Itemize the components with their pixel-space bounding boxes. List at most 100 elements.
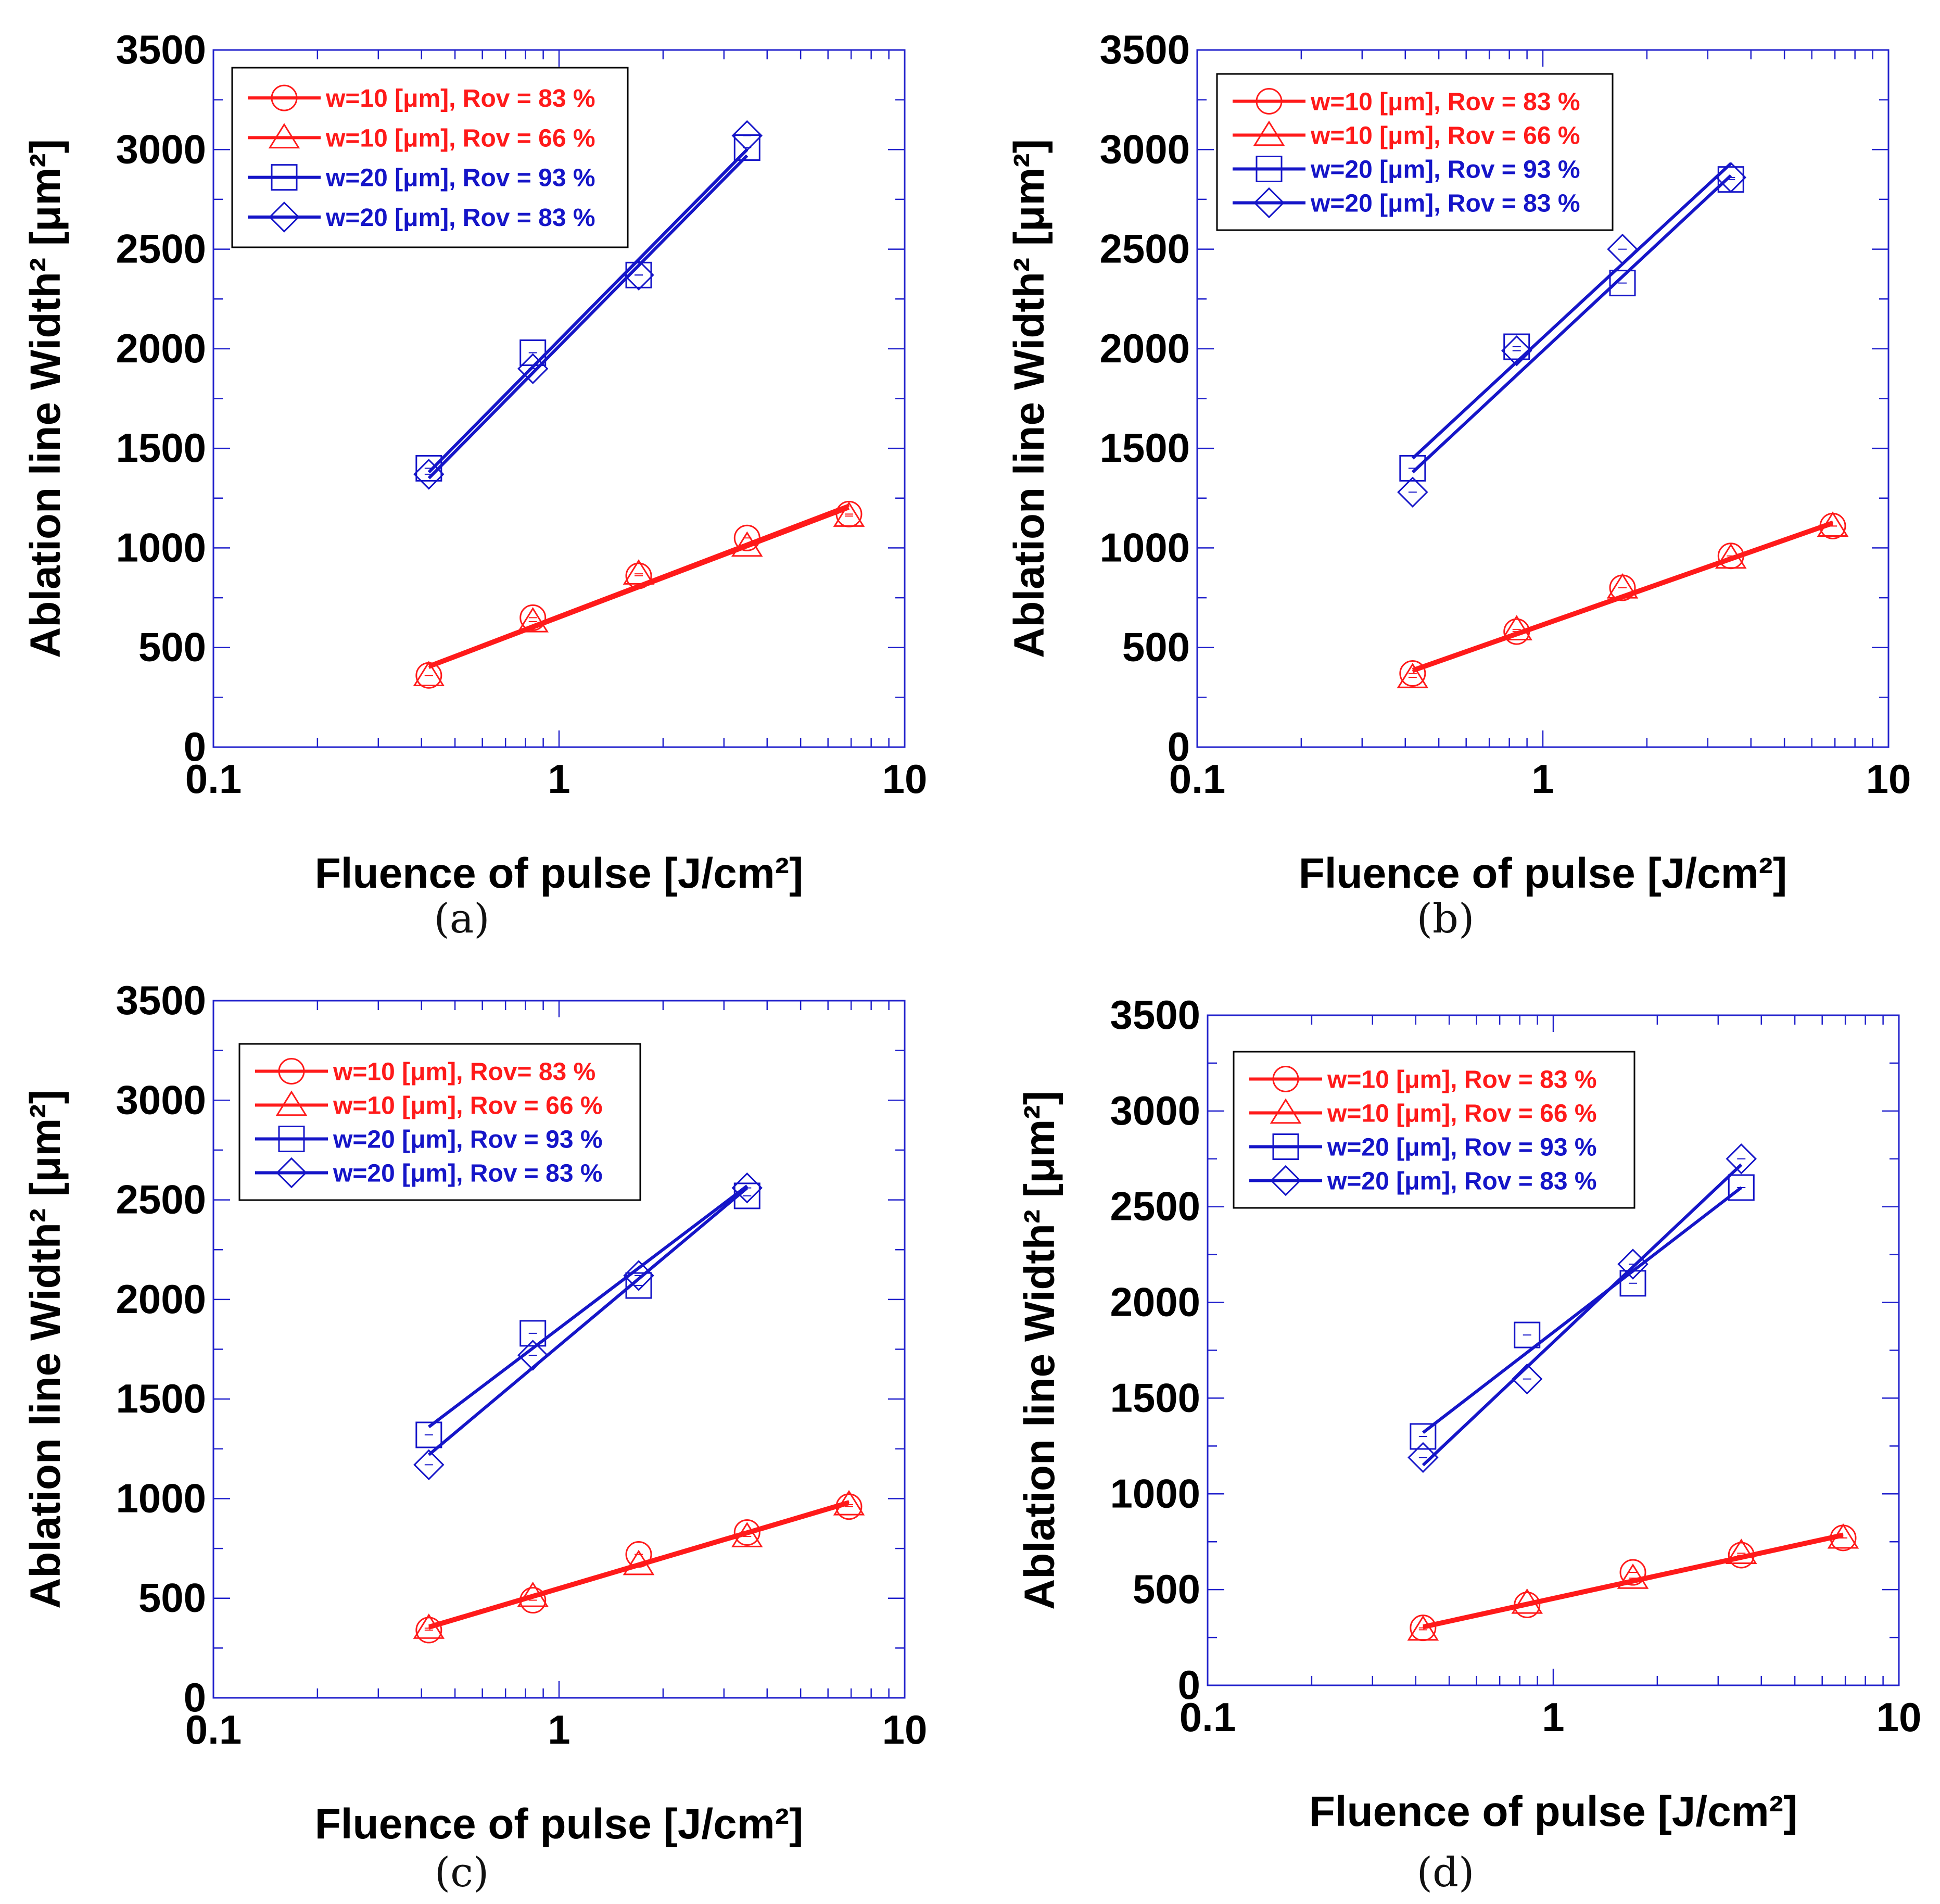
data-point-diamond: [623, 259, 654, 291]
data-point-triangle: [413, 1613, 445, 1639]
data-point-triangle: [623, 559, 655, 585]
y-tick-label: 3000: [1099, 126, 1190, 172]
data-point-diamond: [1501, 335, 1532, 367]
legend-label: w=10 [μm], Rov = 66 %: [325, 124, 595, 152]
y-tick-label: 3500: [1099, 27, 1190, 72]
legend-marker-circle: [1256, 88, 1283, 115]
axis-ticks: [212, 1000, 905, 1699]
data-point-diamond: [1397, 476, 1428, 508]
data-point-circle: [733, 1519, 760, 1546]
caption-a: (a): [434, 896, 490, 942]
y-tick-label: 2000: [116, 1276, 206, 1322]
y-tick-label: 3500: [116, 977, 206, 1023]
data-point-diamond: [1607, 233, 1638, 265]
y-axis-label: Ablation line Width² [μm²]: [1016, 1091, 1063, 1610]
series-diamond: [1397, 162, 1746, 508]
x-tick-label: 10: [882, 1707, 928, 1752]
y-tick-label: 2500: [1099, 226, 1190, 272]
data-point-diamond: [731, 120, 763, 152]
y-tick-label: 3500: [116, 27, 206, 72]
legend-marker-triangle: [1253, 120, 1285, 146]
legend-label: w=10 [μm], Rov = 83 %: [325, 85, 595, 112]
data-point-diamond: [1715, 162, 1746, 193]
data-point-square: [1399, 455, 1426, 482]
y-tick-label: 500: [1133, 1566, 1200, 1612]
data-point-diamond: [731, 1172, 763, 1204]
y-tick-label: 1500: [116, 425, 206, 471]
fit-line: [427, 148, 749, 474]
legend-label: w=10 [μm], Rov = 66 %: [1310, 122, 1580, 150]
data-point-triangle: [1827, 1523, 1859, 1549]
legend-marker-square: [1272, 1133, 1299, 1160]
data-point-triangle: [731, 531, 763, 557]
series-triangle: [1407, 1523, 1859, 1641]
legend-label: w=10 [μm], Rov = 83 %: [1310, 89, 1580, 116]
legend-marker-circle: [278, 1058, 305, 1085]
series-triangle: [1397, 511, 1849, 688]
data-point-square: [415, 1421, 442, 1448]
x-tick-label: 10: [882, 756, 928, 802]
data-point-square: [733, 134, 760, 161]
axis-ticks: [212, 49, 905, 748]
data-point-square: [519, 339, 547, 367]
caption-c: (c): [434, 1849, 489, 1896]
legend-label: w=10 [μm], Rov = 66 %: [333, 1092, 603, 1120]
data-point-triangle: [1725, 1539, 1757, 1564]
y-tick-label: 1500: [116, 1376, 206, 1421]
data-point-circle: [1399, 660, 1426, 687]
legend-label: w=20 [μm], Rov = 83 %: [1327, 1168, 1597, 1195]
fit-line: [1423, 1532, 1844, 1628]
fit-line: [428, 1184, 749, 1429]
legend-label: w=20 [μm], Rov = 83 %: [1310, 190, 1580, 218]
data-point-circle: [1619, 1559, 1646, 1586]
legend-marker-square: [278, 1126, 305, 1152]
legend-marker-triangle: [275, 1090, 308, 1116]
legend-marker-diamond: [276, 1157, 307, 1189]
fit-line: [428, 503, 850, 667]
legend-marker-diamond: [269, 201, 300, 233]
legend-label: w=20 [μm], Rov = 93 %: [1310, 156, 1580, 184]
y-tick-label: 3000: [1110, 1088, 1200, 1133]
legend-marker-square: [271, 164, 298, 191]
legend-label: w=20 [μm], Rov = 93 %: [333, 1126, 603, 1154]
y-tick-label: 0: [1168, 724, 1190, 770]
y-tick-label: 500: [138, 624, 206, 670]
legend-marker-triangle: [1270, 1098, 1302, 1124]
y-tick-label: 1000: [1099, 524, 1190, 570]
y-tick-label: 1000: [1110, 1470, 1200, 1516]
data-point-triangle: [833, 1490, 865, 1516]
data-point-circle: [625, 1541, 652, 1568]
y-tick-label: 3500: [1110, 992, 1200, 1038]
data-point-triangle: [517, 1581, 549, 1607]
legend: w=10 [μm], Rov = 83 % w=10 [μm], Rov = 66…: [1216, 73, 1614, 231]
data-point-circle: [519, 604, 547, 631]
data-point-square: [1410, 1423, 1437, 1450]
data-point-square: [1503, 333, 1530, 360]
data-point-diamond: [413, 1449, 445, 1481]
y-tick-label: 0: [1178, 1662, 1200, 1708]
x-tick-label: 1: [548, 756, 570, 802]
y-tick-label: 2000: [1110, 1279, 1200, 1325]
series-square: [1410, 1174, 1755, 1450]
series-square: [415, 134, 760, 482]
legend-label: w=20 [μm], Rov = 83 %: [325, 204, 595, 232]
series-triangle: [413, 1490, 865, 1639]
y-tick-label: 3000: [116, 1077, 206, 1123]
x-tick-label: 0.1: [1169, 756, 1225, 802]
caption-d: (d): [1416, 1849, 1475, 1896]
data-point-triangle: [413, 661, 445, 686]
data-point-square: [1619, 1270, 1646, 1297]
data-point-triangle: [1397, 663, 1429, 688]
data-point-square: [1609, 270, 1636, 297]
series-diamond: [1408, 1143, 1757, 1473]
legend-label: w=20 [μm], Rov = 83 %: [333, 1160, 603, 1188]
y-axis-label: Ablation line Width² [μm²]: [1006, 139, 1053, 658]
legend: w=10 [μm], Rov = 83 % w=10 [μm], Rov = 66…: [1233, 1051, 1635, 1209]
data-point-diamond: [623, 1260, 654, 1291]
y-tick-label: 1500: [1099, 425, 1190, 471]
data-point-diamond: [1617, 1249, 1649, 1280]
y-tick-label: 0: [184, 724, 206, 770]
x-axis-label: Fluence of pulse [J/cm²]: [1309, 1788, 1798, 1835]
x-tick-label: 10: [1866, 756, 1911, 802]
